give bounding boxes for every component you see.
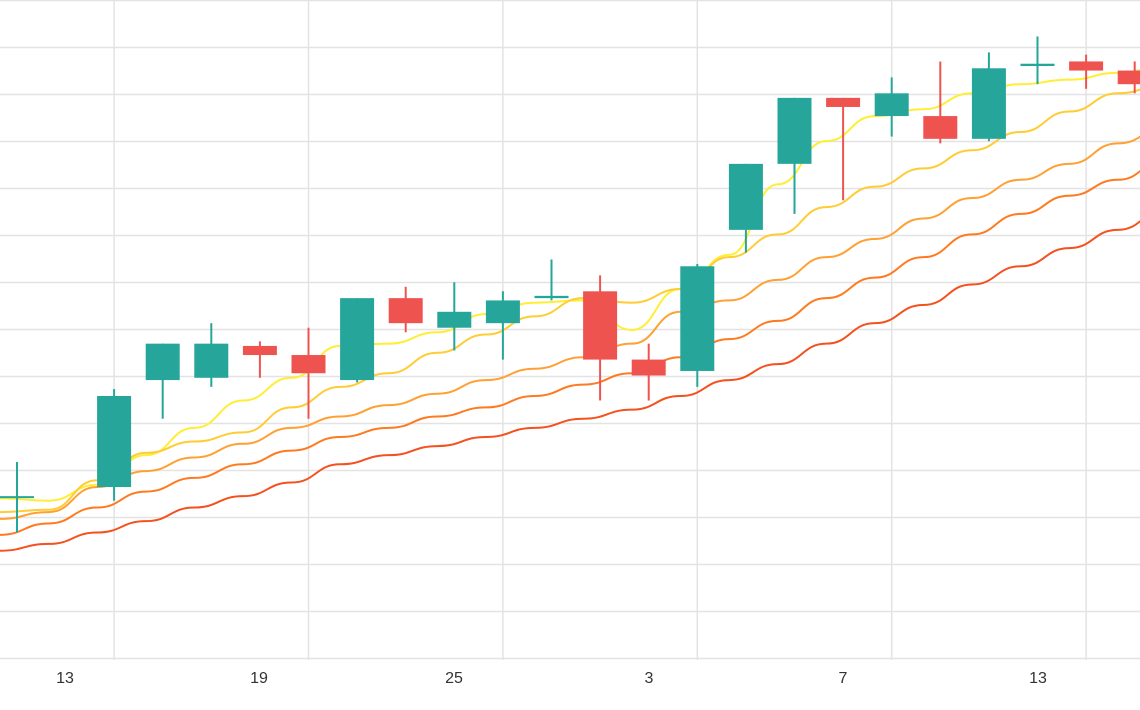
x-tick-label: 13 [56, 670, 74, 687]
candle [1117, 61, 1140, 94]
candle-body [340, 298, 375, 381]
candle-body [631, 359, 666, 376]
candle [631, 343, 666, 401]
candle [534, 259, 569, 301]
candle [388, 286, 423, 333]
candles [0, 36, 1140, 533]
candle [826, 97, 861, 201]
candle-body [826, 97, 861, 107]
candle-body [680, 266, 715, 371]
candle [340, 298, 375, 383]
candle [485, 291, 520, 360]
moving-average-line-4 [0, 170, 1140, 536]
candle-body [97, 396, 132, 488]
candle-body [874, 93, 909, 117]
candle [97, 389, 132, 501]
x-tick-label: 3 [645, 670, 654, 687]
moving-average-line-1 [0, 68, 1140, 502]
candle [923, 61, 958, 144]
candle-body [923, 116, 958, 139]
x-tick-label: 13 [1029, 670, 1047, 687]
candle [437, 282, 472, 351]
candle-body [1020, 63, 1055, 66]
candle [583, 275, 618, 401]
candle-body [242, 345, 277, 356]
candle [1069, 54, 1104, 89]
candle-body [0, 496, 34, 499]
candle-body [194, 343, 229, 378]
candle [1020, 36, 1055, 85]
candle-body [388, 298, 423, 324]
candle [971, 52, 1006, 142]
candle [145, 343, 180, 419]
candle-body [728, 163, 763, 230]
x-axis: 13 19 25 3 7 13 [56, 670, 1047, 687]
moving-average-lines [0, 68, 1140, 552]
candle-body [971, 68, 1006, 139]
candle-body [291, 355, 326, 374]
candle [0, 462, 34, 533]
moving-average-line-3 [0, 135, 1140, 520]
candle [728, 163, 763, 253]
x-tick-label: 25 [445, 670, 463, 687]
candle [291, 327, 326, 419]
candle-body [437, 311, 472, 328]
moving-average-line-2 [0, 88, 1140, 514]
candle-body [1117, 70, 1140, 85]
candle-body [583, 291, 618, 360]
x-tick-label: 7 [839, 670, 848, 687]
moving-average-line-5 [0, 220, 1140, 552]
candle-body [777, 97, 812, 164]
candle [777, 97, 812, 214]
candle [194, 323, 229, 387]
candle [242, 341, 277, 378]
grid [0, 0, 1140, 660]
x-tick-label: 19 [250, 670, 268, 687]
candle-body [1069, 61, 1104, 71]
candle-body [534, 295, 569, 299]
candle [874, 77, 909, 137]
candle-body [145, 343, 180, 381]
candle-body [485, 300, 520, 324]
candle [680, 264, 715, 387]
